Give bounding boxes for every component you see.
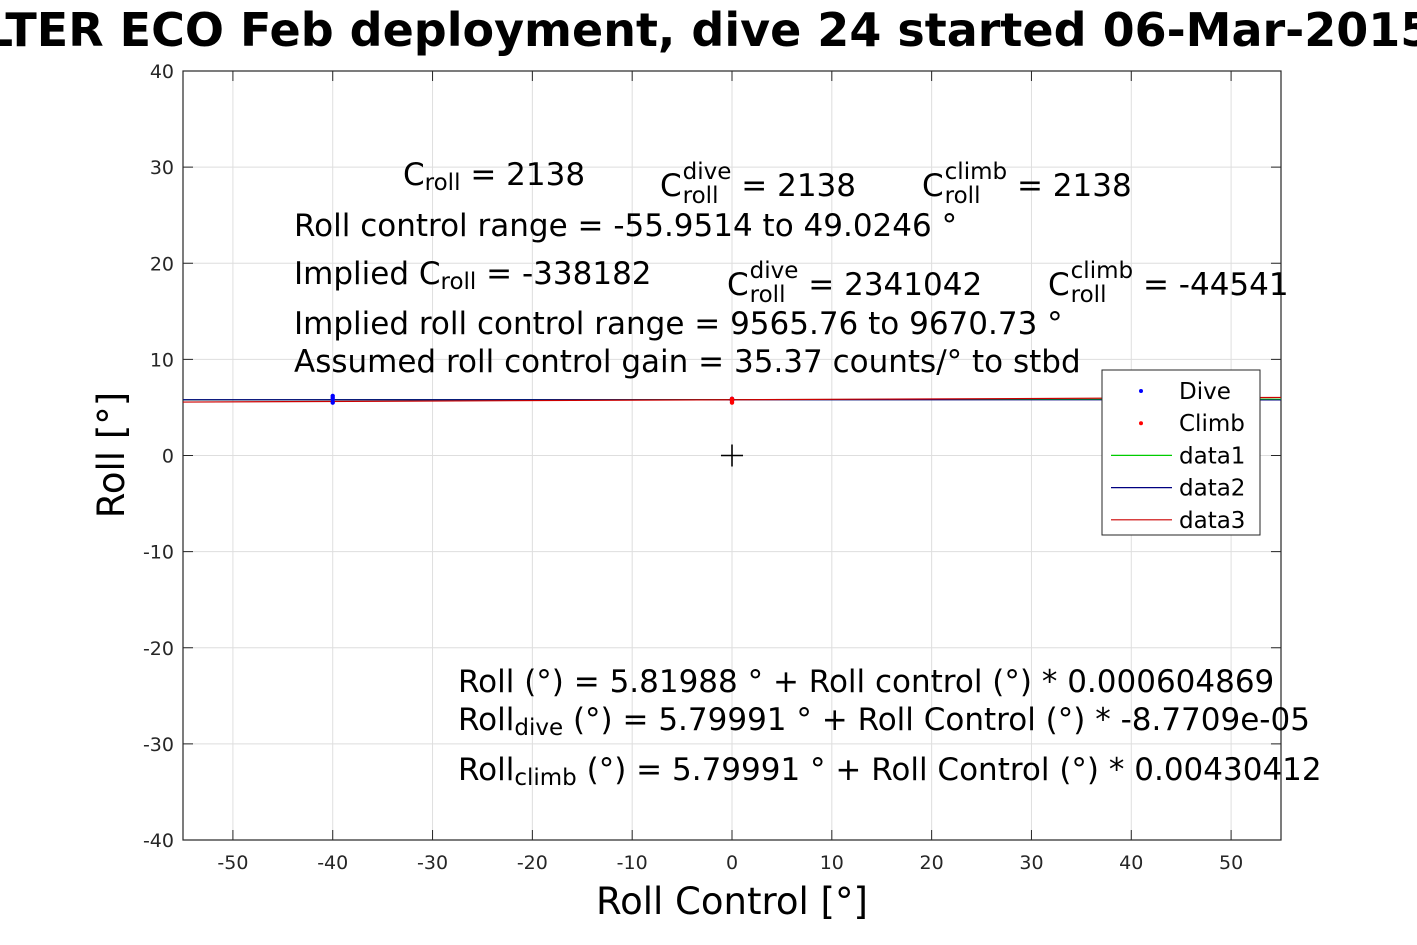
legend-box [1101, 369, 1261, 536]
tick-labels: -50 -40 -30 -20 -10 0 10 20 30 40 50 -40 -30 -20 -10 0 1… [143, 61, 1243, 874]
x-tick-label: -20 [517, 852, 548, 874]
implied-c-roll-value: = -338182 [486, 256, 652, 292]
y-tick-label: -20 [143, 638, 174, 660]
c-roll-climb-sub: roll [944, 183, 981, 209]
roll-control-range-annotation: Roll control range = -55.9514 to 49.0246… [294, 208, 958, 244]
implied-c-roll-climb-value: = -44541 [1142, 267, 1289, 303]
fit-climb-prefix: Roll [458, 752, 515, 788]
fit-climb-annotation: Rollclimb (°) = 5.79991 ° + Roll Control… [458, 752, 1322, 790]
c-roll-annotation: Croll = 2138 [403, 157, 586, 195]
assumed-gain-annotation: Assumed roll control gain = 35.37 counts… [294, 344, 1081, 380]
implied-c-roll-annotation: Implied Croll = -338182 [294, 256, 652, 294]
y-axis-label: Roll [°] [90, 392, 133, 518]
implied-c-roll-prefix: Implied C [294, 256, 441, 292]
c-roll-climb-symbol: C [922, 168, 944, 204]
legend-label-dive: Dive [1179, 379, 1231, 405]
point-climb [729, 396, 735, 401]
c-roll-dive-value: = 2138 [741, 168, 857, 204]
implied-c-roll-dive-sup: dive [749, 258, 799, 284]
y-tick-label: -40 [143, 830, 174, 852]
legend-label-data3: data3 [1179, 508, 1245, 534]
point-dive [330, 393, 335, 399]
x-tick-label: 30 [1019, 852, 1043, 874]
x-tick-label: 50 [1219, 852, 1243, 874]
fit-dive-sub: dive [514, 715, 564, 741]
implied-c-roll-climb-sup: climb [1070, 258, 1134, 284]
x-tick-label: 20 [920, 852, 944, 874]
c-roll-dive-sub: roll [682, 183, 719, 209]
x-tick-label: -40 [317, 852, 348, 874]
fit-dive-rest: (°) = 5.79991 ° + Roll Control (°) * -8.… [563, 702, 1310, 738]
implied-c-roll-sub: roll [440, 269, 477, 295]
legend: Dive Climb data1 data2 data3 [1101, 369, 1261, 536]
c-roll-symbol: C [403, 157, 425, 193]
y-tick-label: -10 [143, 542, 174, 564]
x-tick-label: 10 [820, 852, 844, 874]
x-tick-label: 0 [726, 852, 738, 874]
legend-label-climb: Climb [1179, 411, 1245, 437]
x-tick-label: -30 [417, 852, 448, 874]
x-tick-label: -50 [217, 852, 248, 874]
c-roll-sub: roll [424, 170, 461, 196]
legend-label-data2: data2 [1179, 476, 1245, 502]
x-tick-label: 40 [1119, 852, 1143, 874]
implied-range-annotation: Implied roll control range = 9565.76 to … [294, 306, 1063, 342]
y-tick-label: 10 [150, 349, 174, 371]
y-tick-label: -30 [143, 734, 174, 756]
x-axis-label: Roll Control [°] [596, 880, 868, 923]
y-tick-label: 40 [150, 61, 174, 83]
c-roll-value: = 2138 [470, 157, 586, 193]
chart-title: LTER ECO Feb deployment, dive 24 started… [0, 3, 1417, 57]
series-layer [182, 393, 1282, 467]
implied-c-roll-dive-sub: roll [749, 282, 786, 308]
implied-c-roll-dive-value: = 2341042 [808, 267, 983, 303]
c-roll-dive-symbol: C [660, 168, 682, 204]
fit-climb-sub: climb [514, 765, 577, 791]
fit-all-annotation: Roll (°) = 5.81988 ° + Roll control (°) … [458, 664, 1275, 700]
axes [182, 70, 1282, 841]
implied-c-roll-climb-sub: roll [1070, 282, 1107, 308]
c-roll-dive-sup: dive [682, 159, 732, 185]
y-tick-label: 30 [150, 157, 174, 179]
implied-c-roll-climb-symbol: C [1048, 267, 1070, 303]
legend-marker-climb [1139, 421, 1143, 426]
x-tick-label: -10 [617, 852, 648, 874]
y-tick-label: 0 [162, 446, 174, 468]
y-tick-label: 20 [150, 253, 174, 275]
fit-dive-prefix: Roll [458, 702, 515, 738]
legend-label-data1: data1 [1179, 443, 1245, 469]
c-roll-climb-sup: climb [944, 159, 1008, 185]
implied-c-roll-dive-symbol: C [727, 267, 749, 303]
legend-marker-dive [1139, 389, 1143, 393]
c-roll-climb-value: = 2138 [1016, 168, 1132, 204]
fit-dive-annotation: Rolldive (°) = 5.79991 ° + Roll Control … [458, 702, 1310, 740]
fit-climb-rest: (°) = 5.79991 ° + Roll Control (°) * 0.0… [576, 752, 1322, 788]
